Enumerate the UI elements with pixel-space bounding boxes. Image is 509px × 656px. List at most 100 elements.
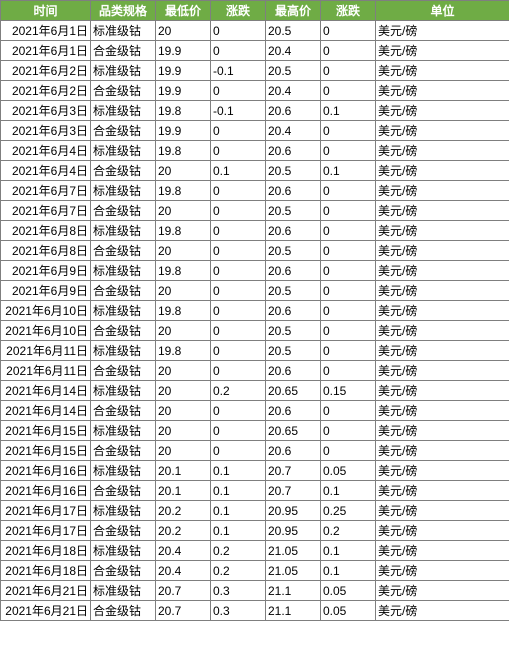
cell: 美元/磅 — [376, 21, 509, 41]
cell: 0 — [211, 421, 266, 441]
cell: 20.4 — [156, 561, 211, 581]
cell: 0 — [321, 81, 376, 101]
cell: 0 — [321, 221, 376, 241]
cell: 2021年6月3日 — [1, 101, 91, 121]
table-row: 2021年6月9日合金级钴20020.50美元/磅 — [1, 281, 509, 301]
cell: 0 — [321, 61, 376, 81]
table-row: 2021年6月1日标准级钴20020.50美元/磅 — [1, 21, 509, 41]
cell: 合金级钴 — [91, 561, 156, 581]
cell: 0 — [211, 301, 266, 321]
cell: 20 — [156, 361, 211, 381]
cell: 20.7 — [156, 601, 211, 621]
cell: 0.2 — [321, 521, 376, 541]
cell: 2021年6月4日 — [1, 161, 91, 181]
cell: 19.9 — [156, 121, 211, 141]
cell: 标准级钴 — [91, 421, 156, 441]
cell: 合金级钴 — [91, 201, 156, 221]
cell: 2021年6月21日 — [1, 581, 91, 601]
cell: 20.6 — [266, 441, 321, 461]
cell: 标准级钴 — [91, 501, 156, 521]
table-header: 时间品类规格最低价涨跌最高价涨跌单位 — [1, 1, 509, 21]
cell: 2021年6月11日 — [1, 341, 91, 361]
cell: 2021年6月1日 — [1, 41, 91, 61]
table-row: 2021年6月1日合金级钴19.9020.40美元/磅 — [1, 41, 509, 61]
cell: 2021年6月9日 — [1, 281, 91, 301]
cell: 合金级钴 — [91, 521, 156, 541]
cell: 20.5 — [266, 201, 321, 221]
table-row: 2021年6月15日合金级钴20020.60美元/磅 — [1, 441, 509, 461]
cell: 21.1 — [266, 601, 321, 621]
cell: 美元/磅 — [376, 441, 509, 461]
cell: 2021年6月17日 — [1, 521, 91, 541]
column-header-5: 涨跌 — [321, 1, 376, 21]
cell: 0.2 — [211, 541, 266, 561]
cell: 20 — [156, 201, 211, 221]
cell: 20.5 — [266, 21, 321, 41]
cell: 0.15 — [321, 381, 376, 401]
cell: 0 — [321, 441, 376, 461]
cell: 标准级钴 — [91, 341, 156, 361]
cell: 0.3 — [211, 601, 266, 621]
cell: 20.6 — [266, 261, 321, 281]
table-row: 2021年6月16日合金级钴20.10.120.70.1美元/磅 — [1, 481, 509, 501]
table-row: 2021年6月7日合金级钴20020.50美元/磅 — [1, 201, 509, 221]
cell: 0 — [321, 261, 376, 281]
cell: 2021年6月7日 — [1, 181, 91, 201]
cell: 合金级钴 — [91, 121, 156, 141]
table-row: 2021年6月11日标准级钴19.8020.50美元/磅 — [1, 341, 509, 361]
cell: 20 — [156, 321, 211, 341]
cell: 20.2 — [156, 521, 211, 541]
cell: 0.1 — [211, 461, 266, 481]
cell: 19.8 — [156, 341, 211, 361]
cell: 美元/磅 — [376, 401, 509, 421]
column-header-2: 最低价 — [156, 1, 211, 21]
cell: 20.4 — [266, 41, 321, 61]
cell: 2021年6月10日 — [1, 321, 91, 341]
table-body: 2021年6月1日标准级钴20020.50美元/磅2021年6月1日合金级钴19… — [1, 21, 509, 621]
cell: 20.5 — [266, 61, 321, 81]
cell: 美元/磅 — [376, 241, 509, 261]
cell: 20.6 — [266, 401, 321, 421]
cell: 0 — [211, 341, 266, 361]
cell: 标准级钴 — [91, 261, 156, 281]
cell: 0 — [321, 321, 376, 341]
cell: 20.4 — [266, 121, 321, 141]
cell: 20.6 — [266, 181, 321, 201]
cell: 20.1 — [156, 481, 211, 501]
cell: 合金级钴 — [91, 281, 156, 301]
cell: 美元/磅 — [376, 381, 509, 401]
table-row: 2021年6月3日合金级钴19.9020.40美元/磅 — [1, 121, 509, 141]
cell: 0 — [211, 81, 266, 101]
table-row: 2021年6月7日标准级钴19.8020.60美元/磅 — [1, 181, 509, 201]
cell: 19.8 — [156, 101, 211, 121]
cell: 20.6 — [266, 361, 321, 381]
cell: -0.1 — [211, 61, 266, 81]
cell: 0.1 — [321, 561, 376, 581]
cell: 美元/磅 — [376, 261, 509, 281]
cell: 20.4 — [156, 541, 211, 561]
cell: 19.9 — [156, 61, 211, 81]
cell: 2021年6月8日 — [1, 241, 91, 261]
cell: 20.6 — [266, 141, 321, 161]
table-row: 2021年6月3日标准级钴19.8-0.120.60.1美元/磅 — [1, 101, 509, 121]
cell: 美元/磅 — [376, 41, 509, 61]
cell: 20.1 — [156, 461, 211, 481]
cell: 19.8 — [156, 301, 211, 321]
cell: 2021年6月15日 — [1, 441, 91, 461]
cell: 20 — [156, 401, 211, 421]
cell: 美元/磅 — [376, 321, 509, 341]
cell: 2021年6月9日 — [1, 261, 91, 281]
cell: 合金级钴 — [91, 601, 156, 621]
table-row: 2021年6月8日合金级钴20020.50美元/磅 — [1, 241, 509, 261]
cell: 美元/磅 — [376, 281, 509, 301]
cell: 0.1 — [211, 521, 266, 541]
cell: 2021年6月7日 — [1, 201, 91, 221]
cell: 美元/磅 — [376, 121, 509, 141]
cell: 20.6 — [266, 301, 321, 321]
cell: 标准级钴 — [91, 61, 156, 81]
cell: 标准级钴 — [91, 301, 156, 321]
cell: 2021年6月3日 — [1, 121, 91, 141]
cell: 0.1 — [321, 481, 376, 501]
cell: 21.05 — [266, 561, 321, 581]
cell: 合金级钴 — [91, 161, 156, 181]
